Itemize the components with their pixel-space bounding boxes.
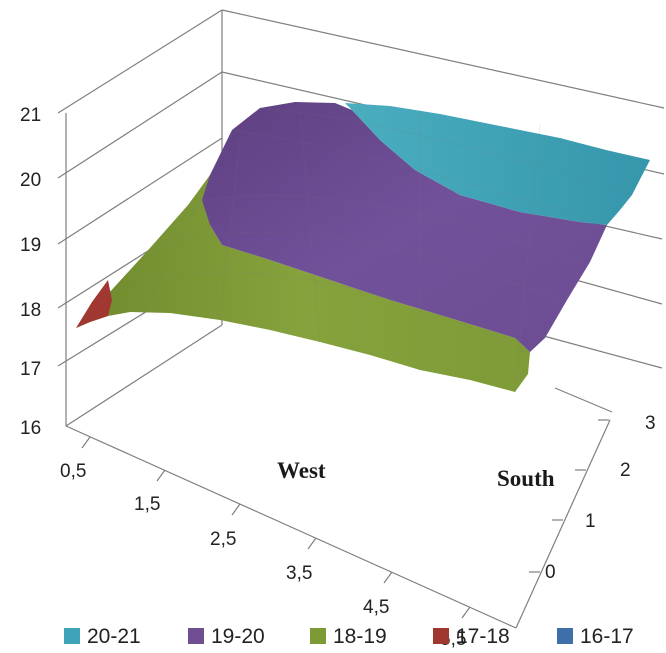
z-tick-label: 21 xyxy=(20,105,41,126)
depth-tick-label: 3 xyxy=(645,413,656,434)
legend-label: 19-20 xyxy=(211,625,265,648)
right-wall-gridline-17 xyxy=(539,334,663,369)
legend-label: 18-19 xyxy=(333,625,387,648)
depth-tick-label: 1 xyxy=(585,511,596,532)
floor-axes xyxy=(65,419,611,629)
legend: 20-21 19-20 18-19 17-18 16-17 xyxy=(64,625,634,648)
west-axis-line xyxy=(65,425,517,629)
gridline-z-20 xyxy=(57,71,223,179)
right-wall-gridline-16 xyxy=(554,387,613,413)
x-tick-label: 2,5 xyxy=(210,529,236,550)
legend-swatch-19-20 xyxy=(188,628,204,644)
depth-axis-labels: 0 1 2 3 xyxy=(545,413,656,583)
west-tick xyxy=(461,606,471,619)
depth-tick-label: 0 xyxy=(545,562,556,583)
legend-swatch-20-21 xyxy=(64,628,80,644)
right-wall-gridline-21 xyxy=(221,9,665,109)
west-tick xyxy=(81,436,91,449)
x-axis-title: West xyxy=(277,458,326,483)
legend-label: 17-18 xyxy=(456,625,510,648)
west-tick xyxy=(156,469,166,482)
depth-axis-title: South xyxy=(497,466,555,491)
z-tick-label: 20 xyxy=(20,170,41,191)
x-tick-label: 0,5 xyxy=(60,461,86,482)
depth-tick-label: 2 xyxy=(620,460,631,481)
west-tick xyxy=(383,571,393,584)
west-tick xyxy=(231,503,241,516)
legend-swatch-17-18 xyxy=(433,628,449,644)
gridline-z-19 xyxy=(57,137,223,245)
surface-wire xyxy=(107,107,633,393)
z-tick-label: 18 xyxy=(20,300,41,321)
x-tick-label: 3,5 xyxy=(286,563,312,584)
surface-band-17-18 xyxy=(76,280,112,328)
west-tick xyxy=(307,537,317,550)
legend-label: 20-21 xyxy=(87,625,141,648)
gridline-z-21 xyxy=(57,9,223,114)
surface-band-20-21 xyxy=(345,103,650,225)
x-tick-label: 1,5 xyxy=(134,494,160,515)
x-tick-label: 4,5 xyxy=(363,597,389,618)
surface-plot xyxy=(76,102,650,393)
south-axis-line xyxy=(515,419,611,629)
x-axis-labels: 0,5 1,5 2,5 3,5 4,5 5,5 xyxy=(60,461,466,650)
z-tick-label: 16 xyxy=(20,418,41,439)
z-axis-labels: 21 20 19 18 17 16 xyxy=(20,105,41,439)
surface-band-18-19 xyxy=(76,112,530,392)
gridline-z-16 xyxy=(65,324,223,427)
legend-swatch-16-17 xyxy=(557,628,573,644)
legend-swatch-18-19 xyxy=(310,628,326,644)
surface-band-19-20 xyxy=(202,102,607,352)
legend-label: 16-17 xyxy=(580,625,634,648)
z-tick-label: 17 xyxy=(20,359,41,380)
z-tick-label: 19 xyxy=(20,235,41,256)
